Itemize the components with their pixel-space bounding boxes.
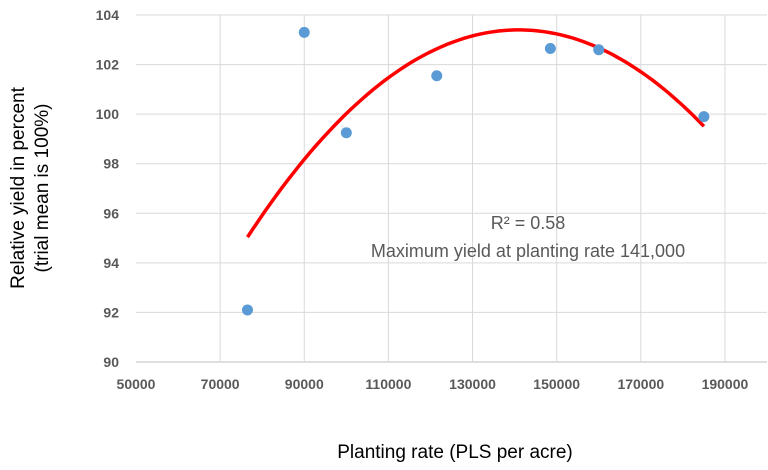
data-point [431, 70, 443, 82]
x-tick-label: 130000 [449, 376, 496, 392]
max-yield-annotation: Maximum yield at planting rate 141,000 [371, 241, 685, 261]
data-point [593, 44, 605, 56]
x-tick-label: 170000 [617, 376, 664, 392]
y-axis-title-line2: (trial mean is 100%) [32, 104, 53, 273]
x-tick-label: 70000 [201, 376, 240, 392]
x-axis-title: Planting rate (PLS per acre) [337, 442, 573, 463]
data-point [544, 42, 556, 54]
y-tick-label: 96 [103, 205, 119, 221]
y-tick-label: 90 [103, 354, 119, 370]
data-point [241, 304, 253, 316]
x-tick-labels: 50000 70000 90000 110000 130000 150000 170000 1… [117, 376, 749, 392]
x-tick-label: 150000 [533, 376, 580, 392]
y-tick-label: 94 [103, 255, 119, 271]
data-point [340, 127, 352, 139]
y-tick-label: 92 [103, 304, 119, 320]
y-axis-title-line1: Relative yield in percent [8, 86, 29, 288]
data-point [698, 111, 710, 123]
data-point [298, 26, 310, 38]
y-tick-label: 100 [96, 106, 120, 122]
x-tick-label: 50000 [117, 376, 156, 392]
y-tick-label: 98 [103, 156, 119, 172]
y-tick-labels: 90 92 94 96 98 100 102 104 [96, 7, 120, 370]
x-tick-label: 90000 [285, 376, 324, 392]
y-tick-label: 104 [96, 7, 120, 23]
grid [136, 14, 767, 363]
x-tick-label: 110000 [365, 376, 411, 392]
r-squared-annotation: R² = 0.58 [491, 213, 566, 233]
data-points [241, 26, 710, 316]
trendline [246, 28, 706, 239]
x-tick-label: 190000 [702, 376, 749, 392]
y-tick-label: 102 [96, 57, 120, 73]
